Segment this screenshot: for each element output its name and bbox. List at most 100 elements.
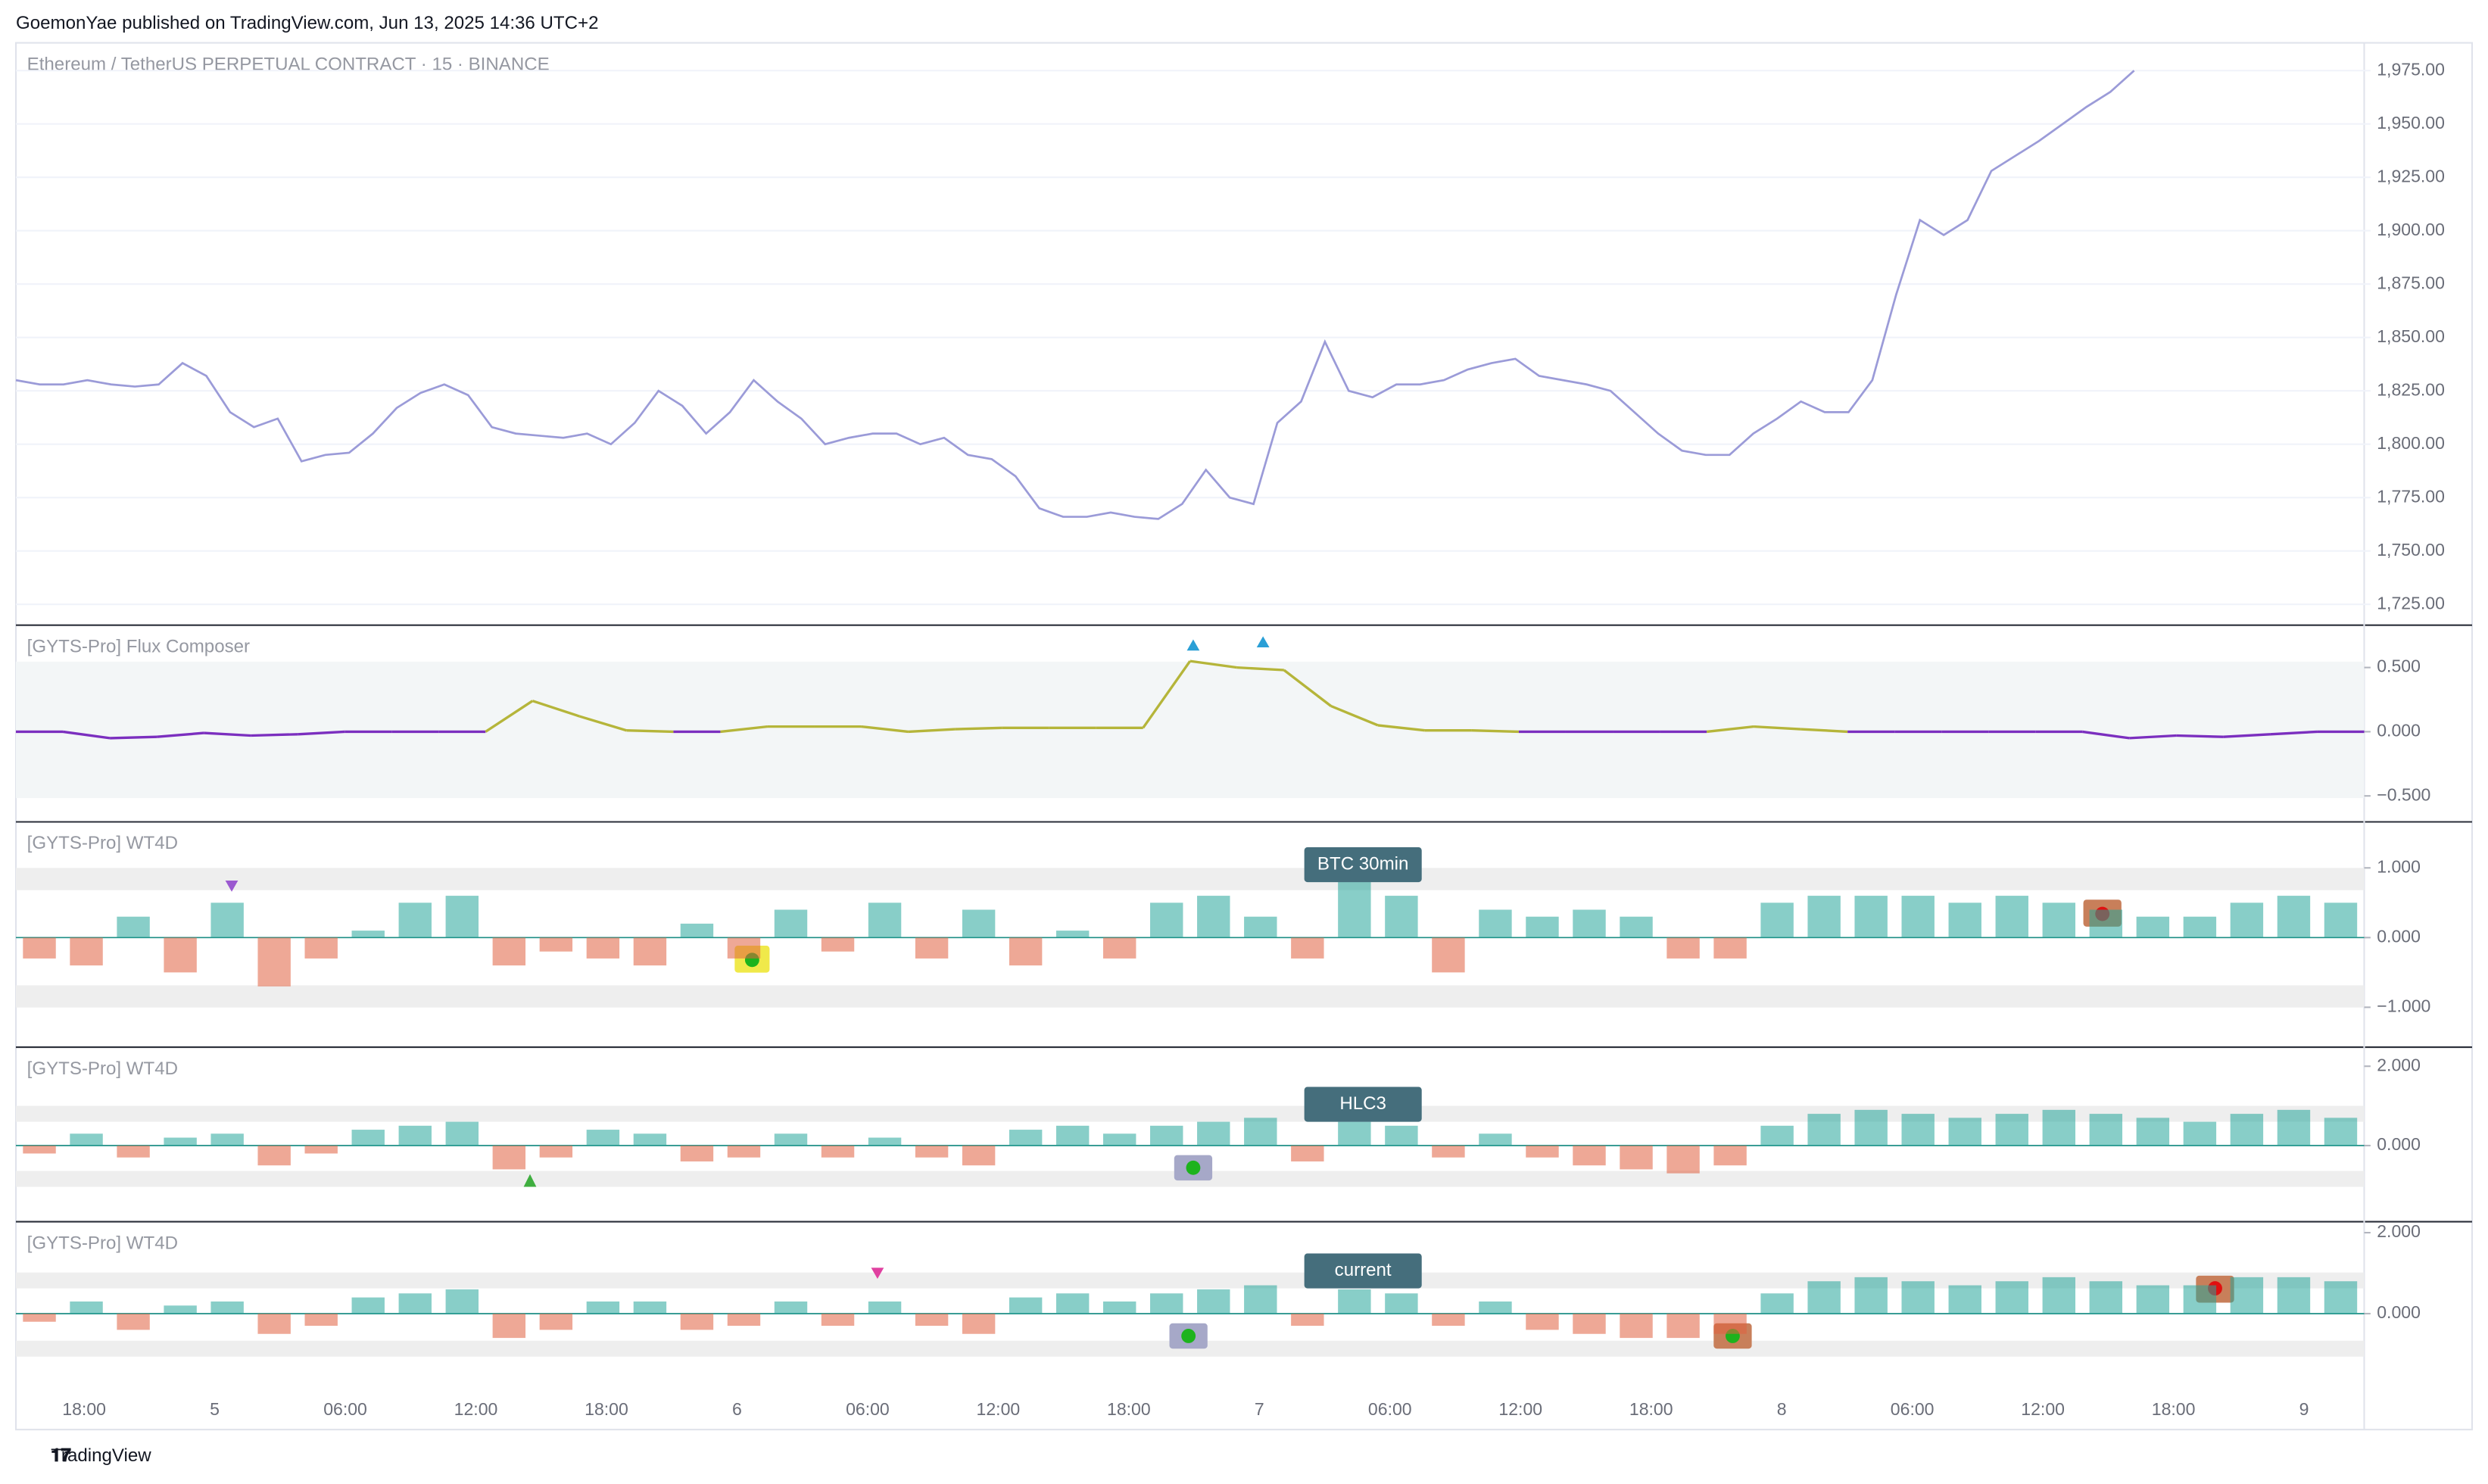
- histogram-bar: [1338, 1121, 1371, 1146]
- time-label: 12:00: [454, 1399, 498, 1419]
- histogram-bar: [821, 1314, 855, 1327]
- flux-segment: [1283, 669, 1332, 707]
- histogram-bar: [915, 937, 949, 959]
- flux-segment: [1189, 659, 1238, 669]
- histogram-bar: [1620, 1146, 1653, 1170]
- histogram-bar: [210, 1301, 244, 1314]
- time-label: 6: [732, 1399, 742, 1419]
- y-tick-label: 1,950.00: [2377, 113, 2445, 132]
- histogram-bar: [1620, 1314, 1653, 1339]
- histogram-bar: [1666, 1314, 1700, 1339]
- histogram-bar: [1901, 1281, 1935, 1314]
- histogram-bar: [351, 1297, 385, 1314]
- histogram-bar: [1432, 937, 1465, 973]
- y-tick-label: 1,750.00: [2377, 540, 2445, 560]
- signal-arrow: [871, 1267, 884, 1280]
- histogram-bar: [1009, 937, 1043, 966]
- histogram-bar: [1620, 916, 1653, 938]
- histogram-bar: [70, 1301, 103, 1314]
- histogram-bar: [164, 1305, 197, 1314]
- histogram-bar: [351, 931, 385, 938]
- flux-segment: [110, 735, 157, 740]
- badge-label: HLC3: [1339, 1093, 1386, 1114]
- y-tick-label: 1,825.00: [2377, 379, 2445, 399]
- histogram-bar: [398, 903, 432, 938]
- histogram-bar: [398, 1293, 432, 1314]
- flux-segment: [1236, 666, 1284, 672]
- histogram-bar: [2183, 916, 2217, 938]
- histogram-bar: [1197, 1289, 1230, 1314]
- histogram-bar: [1055, 1293, 1090, 1314]
- time-label: 12:00: [977, 1399, 1021, 1419]
- badge-box: [1304, 1086, 1422, 1122]
- histogram-bar: [727, 1146, 761, 1158]
- y-tick-label: 1,975.00: [2377, 59, 2445, 79]
- histogram-bar: [164, 1137, 197, 1146]
- histogram-bar: [821, 937, 855, 952]
- histogram-bar: [586, 1301, 620, 1314]
- histogram-bar: [1197, 896, 1230, 938]
- histogram-bar: [1479, 909, 1512, 938]
- histogram-bar: [915, 1146, 949, 1158]
- y-tick-label: 2.000: [2377, 1055, 2421, 1074]
- badge-box: [1304, 847, 1422, 883]
- histogram-bar: [1713, 937, 1747, 959]
- histogram-bar: [1666, 937, 1700, 959]
- time-label: 06:00: [1368, 1399, 1412, 1419]
- histogram-bar: [1338, 1289, 1371, 1314]
- flux-segment: [1142, 660, 1192, 729]
- histogram-bar: [2042, 1109, 2076, 1146]
- histogram-bar: [304, 1146, 338, 1154]
- histogram-bar: [117, 916, 150, 938]
- histogram-bar: [2136, 916, 2170, 938]
- histogram-bar: [1102, 937, 1136, 959]
- histogram-bar: [1526, 916, 1559, 938]
- histogram-bar: [680, 1314, 714, 1330]
- time-label: 06:00: [846, 1399, 890, 1419]
- histogram-bar: [164, 937, 197, 973]
- histogram-bar: [210, 1133, 244, 1146]
- time-label: 06:00: [323, 1399, 367, 1419]
- histogram-bar: [2183, 1285, 2217, 1314]
- histogram-bar: [2042, 903, 2076, 938]
- histogram-bar: [1573, 909, 1606, 938]
- histogram-bar: [2042, 1277, 2076, 1314]
- histogram-bar: [2089, 909, 2123, 938]
- histogram-bar: [1102, 1133, 1136, 1146]
- time-label: 12:00: [1498, 1399, 1542, 1419]
- histogram-bar: [2230, 1277, 2264, 1314]
- histogram-bar: [633, 1133, 667, 1146]
- histogram-bar: [1244, 1285, 1277, 1314]
- y-tick-label: 1,800.00: [2377, 433, 2445, 453]
- histogram-bar: [1713, 1314, 1747, 1334]
- histogram-bar: [1479, 1301, 1512, 1314]
- flux-segment: [156, 731, 204, 738]
- histogram-bar: [257, 1146, 291, 1166]
- histogram-bar: [257, 1314, 291, 1334]
- histogram-bar: [680, 1146, 714, 1161]
- histogram-bar: [1854, 1109, 1888, 1146]
- histogram-bar: [1055, 931, 1090, 938]
- histogram-bar: [2324, 1281, 2358, 1314]
- flux-segment: [1471, 729, 1520, 734]
- histogram-bar: [2089, 1114, 2123, 1146]
- flux-segment: [2082, 730, 2130, 740]
- histogram-bar: [1432, 1146, 1465, 1158]
- signal-dot: [1181, 1329, 1196, 1343]
- histogram-bar: [304, 1314, 338, 1327]
- histogram-bar: [727, 1314, 761, 1327]
- price-line: [15, 70, 2135, 520]
- y-tick-label: 2.000: [2377, 1221, 2421, 1241]
- flux-segment: [62, 730, 111, 740]
- histogram-bar: [586, 1130, 620, 1146]
- histogram-bar: [351, 1130, 385, 1146]
- time-label: 5: [210, 1399, 220, 1419]
- wt-band: [16, 1105, 2365, 1122]
- histogram-bar: [586, 937, 620, 959]
- histogram-bar: [1901, 1114, 1935, 1146]
- histogram-bar: [210, 903, 244, 938]
- histogram-bar: [633, 937, 667, 966]
- histogram-bar: [492, 1146, 526, 1170]
- badge-label: BTC 30min: [1317, 853, 1408, 874]
- time-label: 06:00: [1891, 1399, 1935, 1419]
